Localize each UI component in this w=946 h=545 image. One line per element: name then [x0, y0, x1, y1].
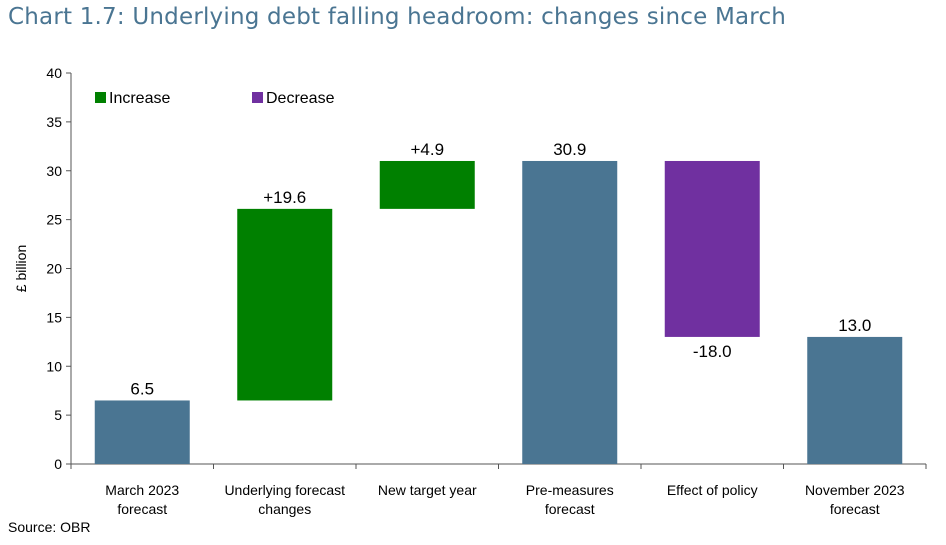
x-category-label: Effect of policy	[667, 482, 758, 498]
y-tick-label: 0	[54, 456, 62, 472]
legend-label: Increase	[109, 90, 170, 107]
data-label: 13.0	[838, 316, 871, 335]
data-label: +19.6	[263, 188, 306, 207]
x-category-label: forecast	[117, 501, 167, 517]
bars	[94, 160, 903, 464]
data-label: 30.9	[553, 140, 586, 159]
legend-label: Decrease	[266, 90, 335, 107]
x-category-label: forecast	[830, 501, 880, 517]
x-tick-labels: March 2023 forecast Underlying forecast cha…	[105, 482, 904, 517]
x-category-label: forecast	[545, 501, 595, 517]
bar-total	[522, 160, 618, 464]
y-tick-label: 15	[46, 309, 62, 325]
legend: Increase Decrease	[95, 90, 335, 107]
data-label: +4.9	[410, 140, 444, 159]
y-tick-label: 25	[46, 212, 62, 228]
bar-total	[94, 400, 190, 464]
x-category-label: November 2023	[805, 482, 905, 498]
source-note: Source: OBR	[8, 519, 91, 535]
y-tick-label: 5	[54, 407, 62, 423]
bar-decrease	[664, 160, 760, 337]
x-category-label: changes	[258, 501, 311, 517]
data-label: 6.5	[130, 379, 154, 398]
x-category-label: New target year	[378, 482, 477, 498]
chart-title: Chart 1.7: Underlying debt falling headr…	[8, 4, 787, 30]
y-tick-label: 20	[46, 261, 62, 277]
data-label: -18.0	[693, 342, 732, 361]
legend-swatch-decrease	[252, 92, 263, 103]
x-category-label: Underlying forecast	[224, 482, 345, 498]
bar-increase	[379, 160, 475, 209]
x-category-label: Pre-measures	[526, 482, 614, 498]
data-labels: 6.5 +19.6 +4.9 30.9 -18.0 13.0	[130, 140, 871, 398]
axes: 0 5 10 15 20 25 30 35 40 £ billion	[13, 65, 927, 472]
bar-increase	[237, 208, 333, 401]
y-tick-label: 35	[46, 114, 62, 130]
y-tick-label: 40	[46, 65, 62, 81]
y-axis-title: £ billion	[13, 245, 29, 292]
bar-total	[807, 336, 903, 464]
y-tick-label: 10	[46, 358, 62, 374]
y-tick-label: 30	[46, 163, 62, 179]
legend-swatch-increase	[95, 92, 106, 103]
x-category-label: March 2023	[105, 482, 179, 498]
